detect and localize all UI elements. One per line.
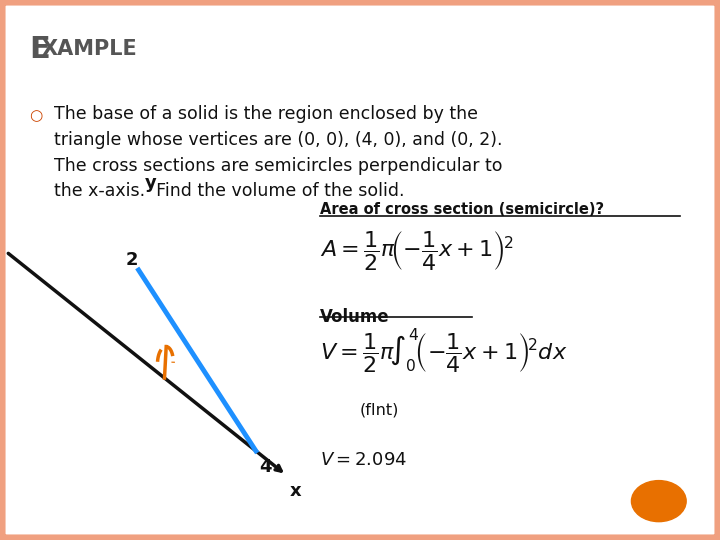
Text: XAMPLE: XAMPLE (42, 39, 138, 59)
Text: $V = \dfrac{1}{2}\pi\!\int_{0}^{4}\!\left(-\dfrac{1}{4}x+1\right)^{\!2}dx$: $V = \dfrac{1}{2}\pi\!\int_{0}^{4}\!\lef… (320, 327, 568, 376)
Text: E: E (29, 35, 50, 64)
Text: ○: ○ (29, 108, 42, 123)
Text: 2: 2 (125, 251, 138, 268)
Text: y: y (145, 174, 157, 192)
Text: Area of cross section (semicircle)?: Area of cross section (semicircle)? (320, 202, 605, 218)
Text: $V = 2.094$: $V = 2.094$ (320, 451, 408, 469)
Text: The base of a solid is the region enclosed by the
triangle whose vertices are (0: The base of a solid is the region enclos… (54, 105, 503, 200)
Text: 4: 4 (259, 457, 272, 476)
Text: $A = \dfrac{1}{2}\pi\!\left(-\dfrac{1}{4}x+1\right)^{\!2}$: $A = \dfrac{1}{2}\pi\!\left(-\dfrac{1}{4… (320, 230, 513, 273)
Text: x: x (290, 482, 302, 500)
Text: (fInt): (fInt) (360, 402, 400, 417)
Text: Volume: Volume (320, 308, 390, 326)
